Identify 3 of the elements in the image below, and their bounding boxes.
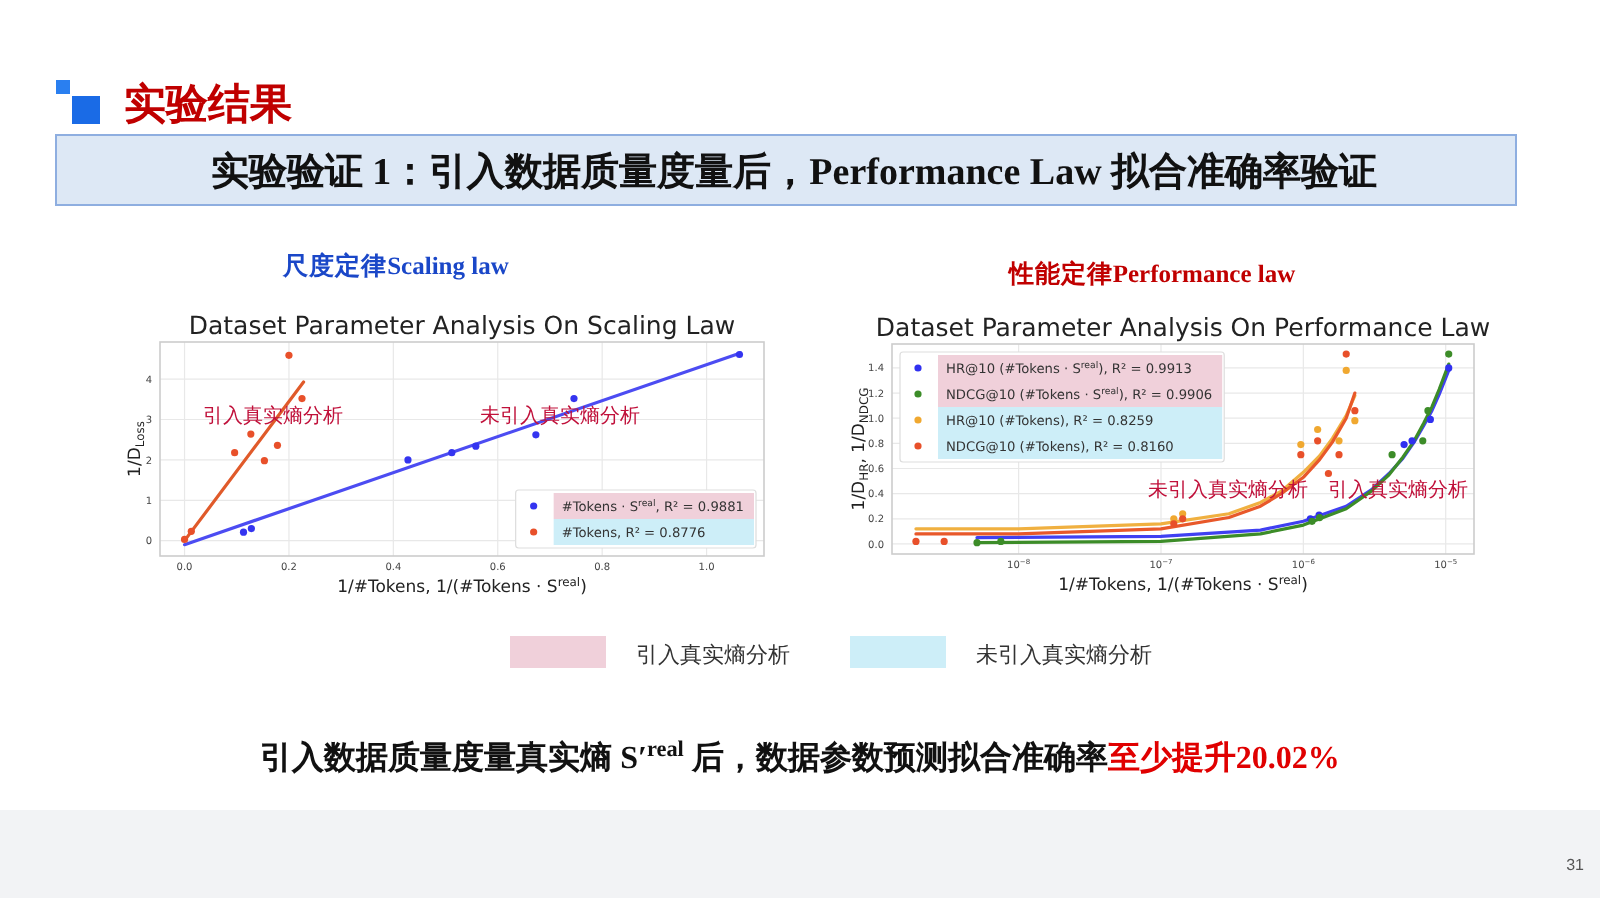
conclusion: 至少提升20.02% [1107, 742, 1340, 776]
annotation: 引入真实熵分析 [1328, 480, 1468, 502]
conclusion: 引入数据质量度量真实熵 S′$^{real}$ 后，数据参数预测拟合准确率 [260, 737, 1108, 776]
